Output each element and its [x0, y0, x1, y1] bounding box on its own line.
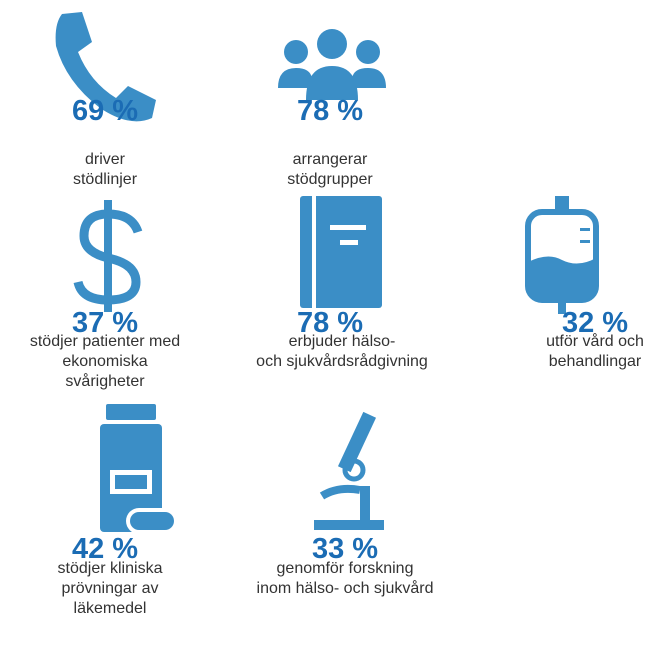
description: och sjukvårdsrådgivning	[256, 352, 428, 370]
description: stödgrupper	[287, 171, 373, 188]
people-icon	[278, 29, 386, 100]
description: erbjuder hälso-	[289, 333, 396, 350]
description: genomför forskning	[277, 560, 414, 577]
book-icon	[300, 196, 382, 308]
description: driver	[85, 151, 126, 168]
description: stödlinjer	[73, 171, 138, 188]
percent: 33 %	[312, 533, 378, 565]
iv-bag-icon	[525, 196, 599, 314]
description: läkemedel	[74, 600, 147, 617]
phone-icon	[55, 12, 156, 122]
description: svårigheter	[65, 372, 145, 390]
percent: 78 %	[297, 95, 363, 127]
pill-bottle-icon	[100, 404, 178, 534]
percent: 37 %	[72, 307, 138, 339]
description: prövningar av	[62, 580, 159, 597]
microscope-icon	[314, 411, 384, 530]
icons	[55, 12, 599, 534]
percent: 69 %	[72, 95, 138, 127]
dollar-icon	[73, 200, 143, 312]
description: utför vård och	[546, 332, 644, 350]
description: stödjer kliniska	[58, 560, 163, 577]
description: ekonomiska	[62, 353, 147, 370]
percent: 42 %	[72, 533, 138, 565]
description: stödjer patienter med	[30, 333, 180, 350]
description: inom hälso- och sjukvård	[257, 579, 434, 597]
percent: 32 %	[562, 307, 628, 339]
description: behandlingar	[549, 353, 642, 370]
description: arrangerar	[293, 151, 368, 168]
percent: 78 %	[297, 307, 363, 339]
